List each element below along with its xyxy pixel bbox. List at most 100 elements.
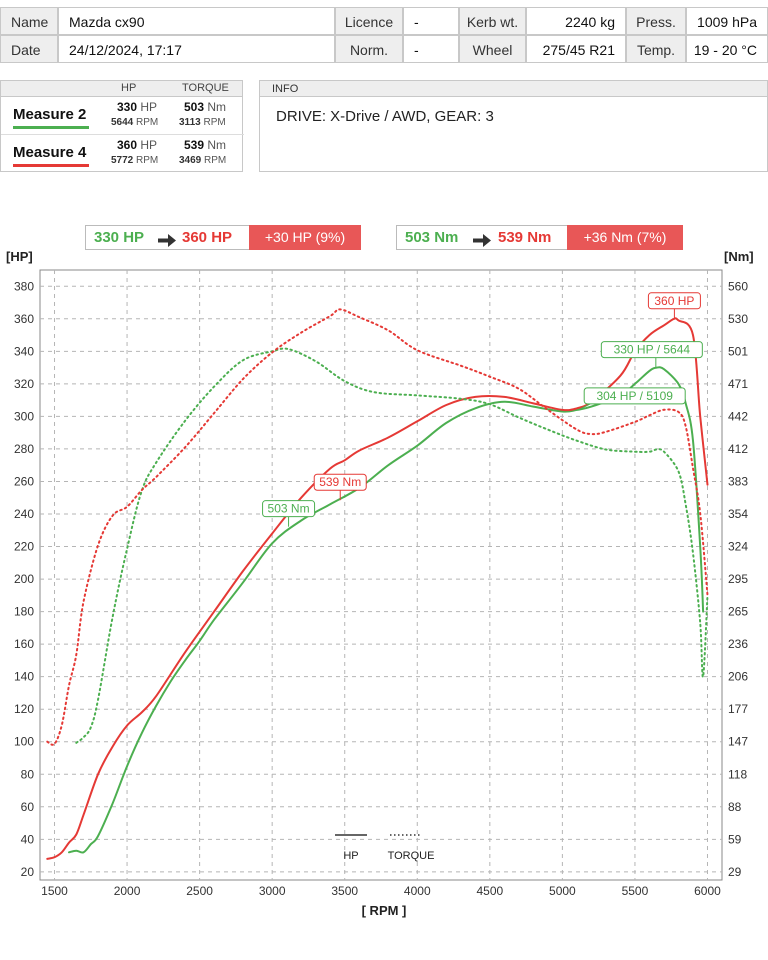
vehicle-info-row-2: Date 24/12/2024, 17:17 Norm. - Wheel 275… xyxy=(0,35,768,63)
measure-hp-value: 360 HP xyxy=(117,138,158,152)
x-tick-label: 4500 xyxy=(476,884,503,898)
torque-column-label: TORQUE xyxy=(182,82,229,94)
pressure-label: Press. xyxy=(626,7,686,35)
wheel-value: 275/45 R21 xyxy=(526,35,626,63)
y-tick-label-right: 383 xyxy=(728,474,748,488)
y-tick-label-right: 29 xyxy=(728,865,742,879)
y-tick-label-right: 501 xyxy=(728,344,748,358)
x-tick-label: 3500 xyxy=(331,884,358,898)
measures-column-header: HP TORQUE xyxy=(1,81,242,97)
date-label: Date xyxy=(0,35,58,63)
name-value: Mazda cx90 xyxy=(58,7,335,35)
chart-annotation: 539 Nm xyxy=(313,473,367,501)
norm-label: Norm. xyxy=(335,35,403,63)
y-tick-label-right: 560 xyxy=(728,279,748,293)
arrow-right-icon xyxy=(158,231,176,254)
y-tick-label-right: 147 xyxy=(728,735,748,749)
torque-difference: +36 Nm (7%) xyxy=(567,225,683,250)
measure-4-torque-curve xyxy=(46,308,709,746)
licence-label: Licence xyxy=(335,7,403,35)
y-tick-label-right: 118 xyxy=(728,767,747,781)
y-tick-label-left: 380 xyxy=(14,279,34,293)
y-axis-left-label: [HP] xyxy=(6,249,33,264)
hp-from: 330 HP xyxy=(94,229,145,246)
y-tick-label-left: 120 xyxy=(14,702,34,716)
annotation-label: 330 HP / 5644 xyxy=(614,343,691,357)
x-tick-label: 2000 xyxy=(114,884,141,898)
y-axis-right-label: [Nm] xyxy=(724,249,754,264)
y-tick-label-left: 300 xyxy=(14,409,34,423)
y-tick-label-left: 200 xyxy=(14,572,34,586)
y-tick-label-right: 177 xyxy=(728,702,748,716)
legend-torque-label: TORQUE xyxy=(388,850,435,862)
measure-hp-rpm: 5772 RPM xyxy=(111,155,159,166)
torque-comparison-badge: 503 Nm 539 Nm +36 Nm (7%) xyxy=(396,225,683,250)
date-value: 24/12/2024, 17:17 xyxy=(58,35,335,63)
measure-color-line xyxy=(13,126,89,129)
y-tick-label-right: 236 xyxy=(728,637,748,651)
measure-torque-rpm: 3469 RPM xyxy=(179,155,227,166)
torque-to: 539 Nm xyxy=(498,229,552,246)
pressure-value: 1009 hPa xyxy=(686,7,768,35)
arrow-right-icon xyxy=(473,231,491,254)
y-tick-label-right: 295 xyxy=(728,572,748,586)
hp-difference: +30 HP (9%) xyxy=(249,225,361,250)
legend-hp-label: HP xyxy=(343,850,358,862)
plot-frame xyxy=(39,269,723,881)
measure-row-measure-4[interactable]: Measure 4 360 HP 5772 RPM 539 Nm 3469 RP… xyxy=(1,136,244,173)
annotation-box xyxy=(313,473,367,491)
name-label: Name xyxy=(0,7,58,35)
measure-2-torque-curve xyxy=(75,347,709,744)
hp-to: 360 HP xyxy=(182,229,233,246)
x-tick-label: 2500 xyxy=(186,884,213,898)
x-tick-label: 3000 xyxy=(259,884,286,898)
info-panel: INFO DRIVE: X-Drive / AWD, GEAR: 3 xyxy=(259,80,768,172)
torque-from: 503 Nm xyxy=(405,229,459,246)
annotation-label: 304 HP / 5109 xyxy=(596,389,673,403)
measure-hp-rpm: 5644 RPM xyxy=(111,117,159,128)
temperature-label: Temp. xyxy=(626,35,686,63)
y-tick-label-left: 100 xyxy=(14,735,34,749)
annotation-box xyxy=(647,292,701,310)
annotation-box xyxy=(262,500,316,518)
y-tick-label-left: 260 xyxy=(14,474,34,488)
y-tick-label-right: 324 xyxy=(728,540,748,554)
annotation-box xyxy=(583,387,686,405)
measure-2-hp-curve xyxy=(68,366,705,854)
chart-annotation: 330 HP / 5644 xyxy=(600,341,703,368)
norm-value: - xyxy=(403,35,459,63)
hp-column-label: HP xyxy=(121,82,137,94)
measure-name: Measure 2 xyxy=(13,106,87,123)
y-tick-label-right: 412 xyxy=(728,442,748,456)
annotation-leader xyxy=(577,403,591,411)
hp-comparison-badge: 330 HP 360 HP +30 HP (9%) xyxy=(85,225,361,250)
measure-4-hp-curve xyxy=(46,317,709,860)
y-tick-label-left: 360 xyxy=(14,312,34,326)
y-tick-label-left: 220 xyxy=(14,540,34,554)
chart-annotation: 304 HP / 5109 xyxy=(577,387,686,411)
y-tick-label-left: 60 xyxy=(21,800,35,814)
annotation-label: 360 HP xyxy=(654,294,694,308)
y-tick-label-left: 80 xyxy=(21,767,35,781)
temperature-value: 19 - 20 °C xyxy=(686,35,768,63)
y-tick-label-left: 280 xyxy=(14,442,34,456)
vehicle-info-row-1: Name Mazda cx90 Licence - Kerb wt. 2240 … xyxy=(0,7,768,35)
y-tick-label-right: 530 xyxy=(728,312,748,326)
measure-color-line xyxy=(13,164,89,167)
wheel-label: Wheel xyxy=(459,35,526,63)
y-tick-label-right: 265 xyxy=(728,605,748,619)
annotation-label: 539 Nm xyxy=(319,475,361,489)
chart-legend: HP TORQUE xyxy=(335,834,435,862)
measure-row-measure-2[interactable]: Measure 2 330 HP 5644 RPM 503 Nm 3113 RP… xyxy=(1,98,244,135)
y-tick-label-left: 140 xyxy=(14,670,34,684)
measure-name: Measure 4 xyxy=(13,144,87,161)
vehicle-info-table: Name Mazda cx90 Licence - Kerb wt. 2240 … xyxy=(0,7,768,63)
info-text: DRIVE: X-Drive / AWD, GEAR: 3 xyxy=(276,108,494,125)
x-tick-label: 6000 xyxy=(694,884,721,898)
y-tick-label-right: 442 xyxy=(728,409,748,423)
x-tick-label: 5500 xyxy=(622,884,649,898)
kerb-weight-value: 2240 kg xyxy=(526,7,626,35)
y-tick-label-left: 160 xyxy=(14,637,34,651)
measure-torque-value: 539 Nm xyxy=(184,138,227,152)
measure-hp-value: 330 HP xyxy=(117,100,158,114)
